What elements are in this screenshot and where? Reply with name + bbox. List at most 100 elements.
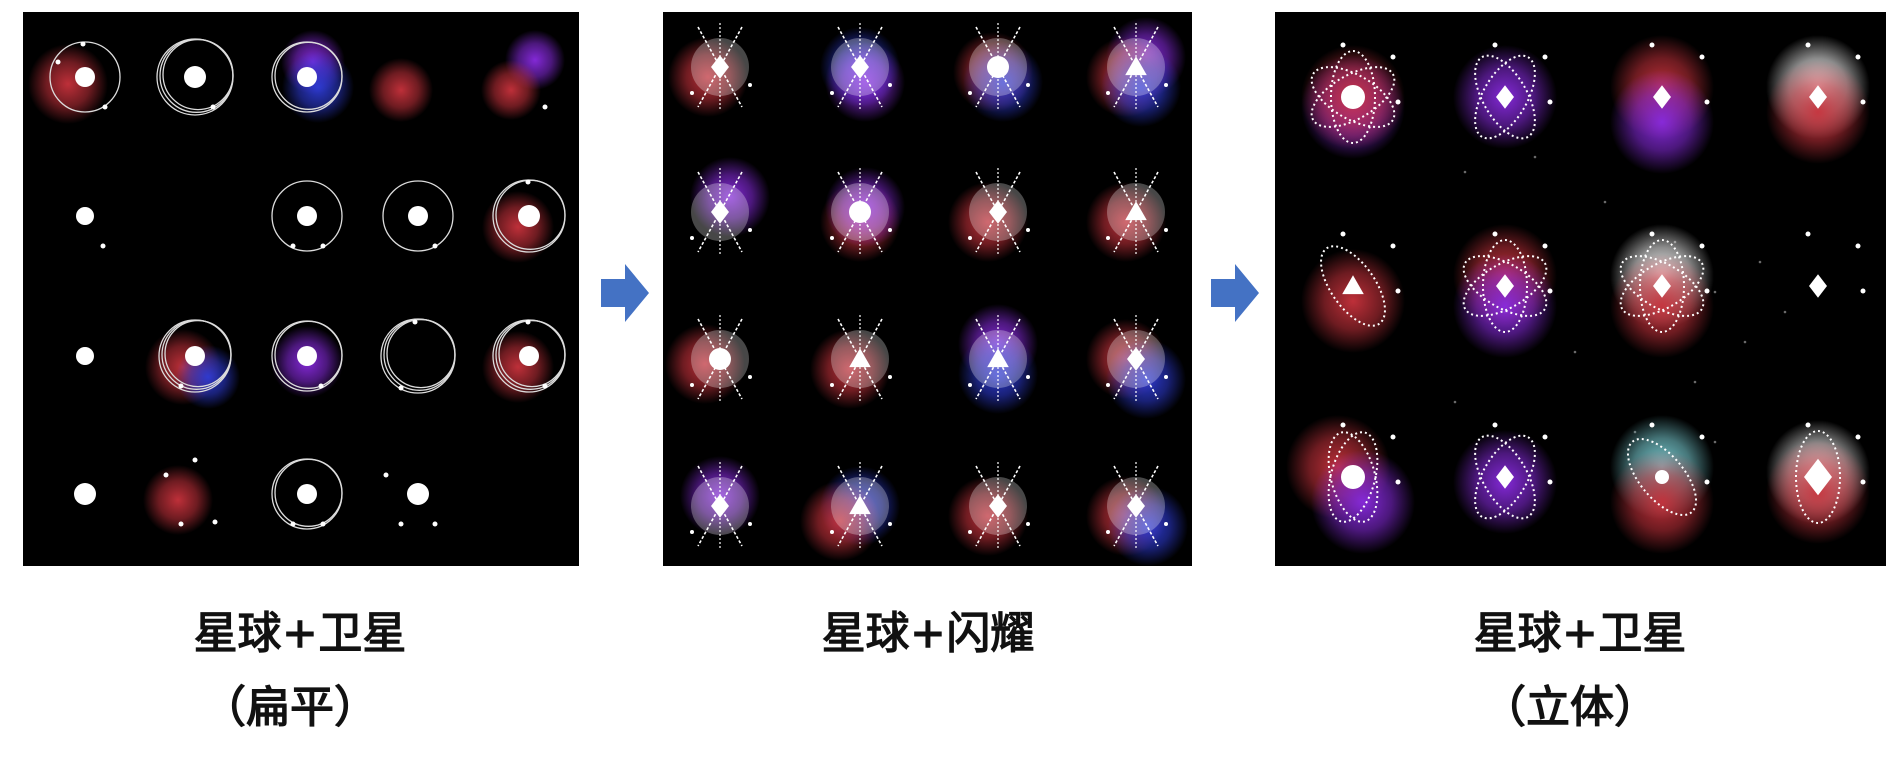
planet-circle [408, 206, 428, 226]
star-dot [1463, 170, 1467, 174]
satellite-dot [1542, 243, 1548, 249]
red-glow [668, 37, 748, 117]
satellite-dot [1805, 231, 1811, 237]
satellite-dot [525, 179, 531, 185]
satellite-dot [1026, 375, 1030, 379]
red-glow [665, 324, 745, 404]
satellite-dot [290, 243, 296, 249]
orbit-ellipse [1474, 54, 1536, 140]
satellite-dot [830, 236, 834, 240]
planet-diamond [1804, 458, 1832, 496]
shine-icon-grid [665, 17, 1188, 566]
satellite-dot [748, 83, 752, 87]
satellite-dot [1649, 231, 1655, 237]
orbit-ring [274, 41, 343, 110]
planet-circle [297, 67, 317, 87]
orbit-ellipse [1462, 255, 1548, 317]
satellite-dot [290, 521, 296, 527]
caption-solid: 星球+卫星 （立体） [1380, 612, 1780, 730]
red-glow [143, 465, 213, 535]
orbit-ellipse [1619, 255, 1705, 317]
satellite-dot [525, 319, 531, 325]
satellite-dot [690, 383, 694, 387]
panel-flat [23, 12, 579, 566]
orbit-ring [274, 458, 343, 527]
satellite-dot [690, 91, 694, 95]
satellite-dot [968, 236, 972, 240]
satellite-dot [1649, 42, 1655, 48]
planet-circle [75, 67, 95, 87]
orbit-ring [383, 318, 456, 391]
red-glow [1610, 450, 1714, 554]
star-dot [1573, 350, 1577, 354]
satellite-dot [1547, 479, 1553, 485]
satellite-dot [830, 383, 834, 387]
satellite-dot [1860, 479, 1866, 485]
orbit-ring [386, 318, 456, 389]
red-glow [810, 329, 890, 409]
satellite-dot [1164, 522, 1168, 526]
planet-triangle [1342, 275, 1364, 295]
satellite-dot [888, 228, 892, 232]
star-dot [1783, 310, 1787, 314]
planet-circle [987, 56, 1009, 78]
orbit-ellipse [1327, 431, 1379, 523]
right-arrow-icon [601, 264, 649, 322]
orbit-ellipse [1327, 431, 1379, 523]
satellite-dot [542, 383, 548, 389]
satellite-dot [1026, 83, 1030, 87]
satellite-dot [1395, 99, 1401, 105]
satellite-dot [968, 530, 972, 534]
planet-circle [1655, 470, 1669, 484]
satellite-dot [748, 375, 752, 379]
satellite-dot [1492, 422, 1498, 428]
satellite-dot [830, 530, 834, 534]
satellite-dot [1547, 288, 1553, 294]
orbit-ellipse [1619, 255, 1705, 317]
satellite-dot [1860, 288, 1866, 294]
satellite-dot [1547, 99, 1553, 105]
red-glow [482, 331, 554, 403]
satellite-dot [968, 383, 972, 387]
planet-triangle [987, 348, 1009, 368]
planet-diamond [1127, 347, 1145, 371]
orbit-ring [164, 319, 232, 388]
red-glow [1301, 249, 1405, 353]
planet-circle [519, 346, 539, 366]
caption-flat-subtitle: （扁平） [202, 682, 378, 733]
orbit-ellipse [1474, 434, 1536, 520]
planet-diamond [1496, 274, 1514, 298]
orbit-ring [271, 180, 343, 252]
planet-diamond [711, 200, 729, 224]
satellite-dot [1395, 479, 1401, 485]
satellite-dot [100, 243, 106, 249]
red-glow [369, 58, 433, 122]
caption-shine-title: 星球+闪耀 [821, 608, 1035, 659]
orbit-ring [382, 180, 454, 252]
caption-solid-title: 星球+卫星 [1473, 608, 1687, 659]
satellite-dot [192, 457, 198, 463]
red-glow [948, 182, 1028, 262]
orbit-ellipse [1626, 438, 1698, 516]
orbit-ellipse [1330, 50, 1376, 144]
planet-circle [76, 207, 94, 225]
red-glow [482, 191, 554, 263]
satellite-dot [542, 104, 548, 110]
satellite-dot [1340, 422, 1346, 428]
satellite-dot [55, 59, 61, 65]
planet-diamond [1127, 494, 1145, 518]
satellite-dot [1026, 228, 1030, 232]
satellite-dot [398, 521, 404, 527]
planet-circle [849, 201, 871, 223]
caption-flat: 星球+卫星 （扁平） [100, 612, 500, 730]
satellite-dot [1340, 231, 1346, 237]
blue-glow [1106, 339, 1186, 419]
orbit-ring [162, 38, 234, 111]
star-dot [1713, 440, 1717, 444]
planet-diamond [1496, 465, 1514, 489]
planet-circle [709, 348, 731, 370]
caption-solid-subtitle: （立体） [1482, 682, 1658, 733]
satellite-dot [320, 521, 326, 527]
planet-circle [407, 483, 429, 505]
orbit-ellipse [1482, 239, 1528, 333]
